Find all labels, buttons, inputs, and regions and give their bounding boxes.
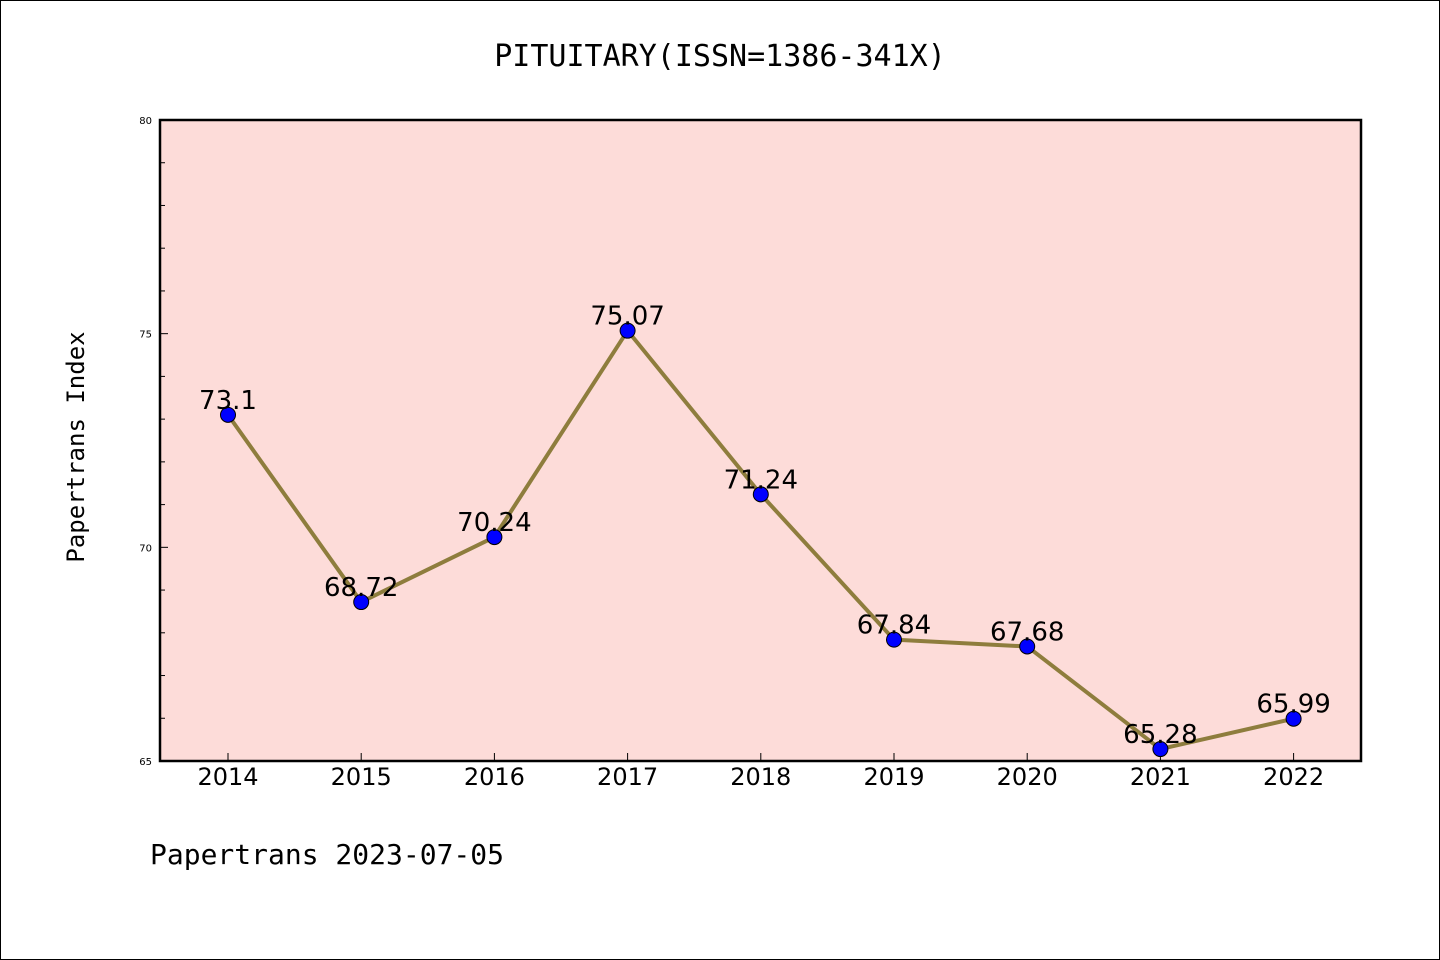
x-ticks: 2014 2015 2016 2017 2018 2019 2020 2021 2022 <box>197 753 1324 791</box>
data-label-2016: 70.24 <box>457 508 531 538</box>
x-tick-label: 2017 <box>597 763 658 791</box>
data-point-2018 <box>752 486 769 503</box>
chart-title: PITUITARY(ISSN=1386-341X) <box>494 39 946 74</box>
data-label-2018: 71.24 <box>724 465 798 495</box>
data-point-2014 <box>220 406 236 423</box>
data-labels: 73.1 68.72 70.24 75.07 71.24 67.84 67.68 65.28 6… <box>199 302 1331 750</box>
data-point-2021 <box>1152 741 1169 758</box>
x-tick-label: 2020 <box>997 763 1058 791</box>
y-tick-label: 75 <box>139 330 152 341</box>
y-tick-label: 80 <box>139 116 152 127</box>
footer-text: Papertrans 2023-07-05 <box>150 838 504 871</box>
data-label-2020: 67.68 <box>990 617 1064 647</box>
x-tick-label: 2019 <box>863 763 924 791</box>
y-tick-label: 65 <box>139 757 152 768</box>
x-tick-label: 2018 <box>730 763 791 791</box>
data-label-2022: 65.99 <box>1256 690 1330 720</box>
x-tick-label: 2016 <box>464 763 525 791</box>
data-label-2015: 68.72 <box>324 573 398 603</box>
x-tick-label: 2022 <box>1263 763 1324 791</box>
data-point-2017 <box>619 322 636 339</box>
y-tick-label: 70 <box>139 543 152 554</box>
data-label-2019: 67.84 <box>857 611 931 641</box>
data-point-2016 <box>486 529 503 546</box>
x-tick-label: 2014 <box>197 763 258 791</box>
x-tick-label: 2015 <box>331 763 392 791</box>
x-tick-label: 2021 <box>1130 763 1191 791</box>
data-label-2017: 75.07 <box>590 302 664 332</box>
data-point-2015 <box>353 594 370 611</box>
data-points <box>220 322 1302 758</box>
data-label-2021: 65.28 <box>1123 720 1197 750</box>
data-point-2020 <box>1019 638 1036 655</box>
data-point-2022 <box>1285 710 1302 727</box>
data-point-2019 <box>886 631 902 648</box>
plot-border <box>158 118 1363 763</box>
y-axis-label: Papertrans Index <box>62 331 90 562</box>
data-label-2014: 73.1 <box>199 386 257 416</box>
plot-area <box>160 120 1361 761</box>
